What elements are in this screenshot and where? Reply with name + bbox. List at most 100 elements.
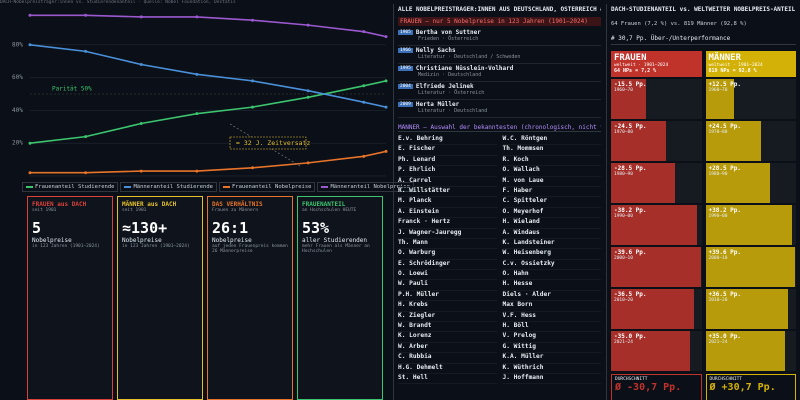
kpi-value: 53% [302,219,330,237]
header: DACH-Nobelpreisträger:innen vs. Studiere… [0,0,236,5]
diff-bar [611,247,701,287]
point [28,13,32,17]
man-name: W. Arber [398,343,497,354]
period-label: 2000–10 [614,256,633,261]
period-row: -35.0 Pp. 2021–24 [611,331,702,371]
period-label: 2010–20 [708,298,728,303]
kpi-subtitle: seit 1901 [32,208,57,213]
diff-bar [611,121,667,161]
kpi-title: FRAUEN aus DACH [32,201,87,208]
point [362,100,366,104]
woman-detail: Literatur · Deutschland [418,108,488,114]
period-row: -24.5 Pp. 1970–80 [611,121,702,161]
point [139,122,143,126]
annotation-box [229,136,307,150]
diff-label: +12.5 Pp. [708,81,742,88]
average-value: Ø +30,7 Pp. [709,382,776,393]
compare-title: DACH-STUDIENANTEIL vs. WELTWEITER NOBELP… [611,6,796,13]
kpi-subtitle: Frauen zu Männern [212,208,259,213]
man-name: H. Krebs [398,301,497,312]
point [251,166,254,170]
period-row: -28.5 Pp. 1980–90 [611,163,702,203]
kpi-note: auf jeden Frauenpreis kommen 26 Männerpr… [212,244,288,254]
man-name: P. Ehrlich [398,166,497,177]
man-name: W. Brandt [398,322,497,333]
period-row: -15.5 Pp. 1960–70 [611,79,702,119]
average-label: DURCHSCHNITT [615,377,648,382]
point [84,13,88,17]
diff-label: +39.6 Pp. [708,249,742,256]
diff-bar [705,205,792,245]
man-name: O. Meyerhof [502,208,601,219]
woman-name-row: 2004 Elfriede Jelinek [398,83,601,90]
period-label: 2021–24 [708,340,728,345]
diff-label: +38.2 Pp. [708,207,742,214]
diff-label: +28.5 Pp. [708,165,742,172]
point [384,105,388,109]
compare-column: MÄNNER weltweit · 1901–2024 819 NPs = 92,8… [705,51,796,400]
point [362,84,366,88]
diff-bar [611,163,676,203]
y-tick-label: 60% [12,74,23,81]
man-name: J. Hoffmann [502,374,601,385]
man-name: P.H. Müller [398,291,497,302]
average-value: Ø -30,7 Pp. [615,382,682,393]
legend-swatch [222,186,230,188]
point [362,30,366,34]
woman-detail: Frieden · Österreich [418,36,479,42]
woman-name-row: 1995 Christiane Nüsslein-Volhard [398,65,601,72]
annotation: Parität 50% [52,86,92,93]
woman-name: Herta Müller [415,101,460,108]
diff-label: -39.6 Pp. [614,249,647,256]
man-name: O. Warburg [398,249,497,260]
point [251,18,254,22]
compare-summary: 64 Frauen (7,2 %) vs. 819 Männer (92,8 %… [611,21,747,27]
period-row: +36.5 Pp. 2010–20 [705,289,796,329]
compare-panel: DACH-STUDIENANTEIL vs. WELTWEITER NOBELP… [606,4,800,400]
point [195,169,199,173]
point [139,15,143,19]
man-name: O. Wallach [502,166,601,177]
man-name: O. Hahn [502,270,601,281]
diff-label: -36.5 Pp. [614,291,647,298]
men-heading: MÄNNER – Auswahl der bekanntesten (chron… [398,124,601,132]
diff-bar [611,79,647,119]
point [306,95,310,99]
period-label: 1960–70 [708,88,728,93]
compare-column: FRAUEN weltweit · 1901–2024 64 NPs = 7,2 %… [611,51,702,400]
legend-item: Männeranteil Nobelpreise [317,182,414,192]
point [195,15,199,19]
kpi-value: 5 [32,219,42,237]
series-line [30,150,387,174]
point [251,105,254,109]
man-name: W. Pauli [398,280,497,291]
man-name: M. von Laue [502,177,601,187]
diff-bar [705,247,796,287]
line-chart: 20% 40% 60% 80% Parität 50% ≈ 32 J. Zeitversa… [12,13,388,177]
man-name: A. Carrel [398,177,497,187]
period-row: -36.5 Pp. 2010–20 [611,289,702,329]
kpi-title: MÄNNER aus DACH [122,201,177,208]
woman-name-row: 1966 Nelly Sachs [398,47,601,54]
point [139,62,143,66]
legend-label: Männeranteil Studierende [133,184,213,190]
period-row: -39.6 Pp. 2000–10 [611,247,702,287]
man-name: E.v. Behring [398,135,497,146]
series-line [30,14,387,38]
diff-label: +35.0 Pp. [708,333,742,340]
diff-bar [705,289,789,329]
period-label: 1960–70 [614,88,633,93]
year-badge: 1905 [398,30,413,35]
period-label: 2021–24 [614,340,633,345]
compare-columns: FRAUEN weltweit · 1901–2024 64 NPs = 7,2 %… [611,51,796,400]
kpi-unit: Nobelpreise [212,237,252,244]
woman-detail: Literatur · Österreich [418,90,485,96]
legend-label: Männeranteil Nobelpreise [330,184,410,190]
man-name: Th. Mommsen [502,145,601,156]
woman-name: Christiane Nüsslein-Volhard [415,65,514,72]
point [384,35,388,39]
diff-bar [705,331,785,371]
period-row: +39.6 Pp. 2000–10 [705,247,796,287]
legend-label: Frauenanteil Nobelpreise [231,184,312,190]
column-name: FRAUEN [614,53,647,63]
